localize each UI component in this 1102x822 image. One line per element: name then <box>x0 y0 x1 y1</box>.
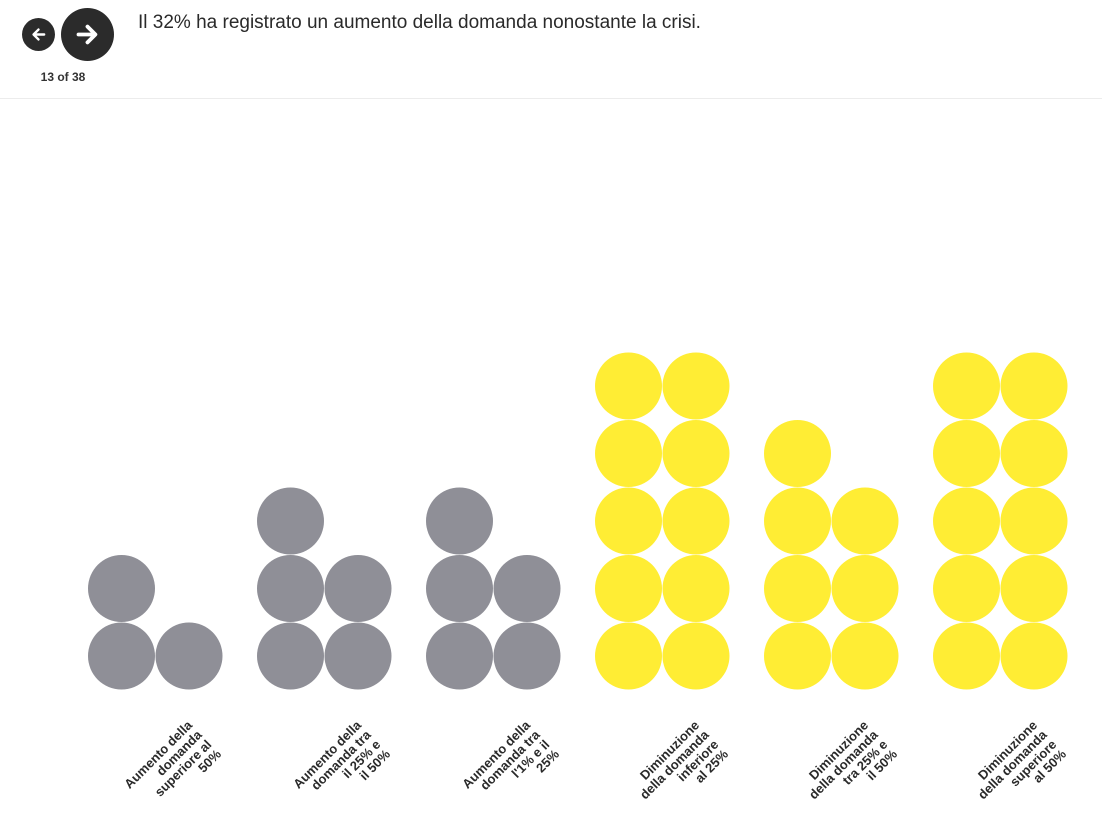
unit-dot <box>426 555 493 622</box>
column-group: Diminuzionedella domandainferioreal 25% <box>595 352 731 821</box>
category-label: Aumento delladomandasuperiore al50% <box>121 717 224 820</box>
unit-dot <box>662 555 730 622</box>
column-group: Diminuzionedella domandatra 25% eil 50% <box>764 420 900 821</box>
unit-dot <box>493 622 561 690</box>
unit-dot <box>933 487 1000 555</box>
unit-dot <box>1000 487 1068 555</box>
unit-dot <box>155 622 223 690</box>
unit-dot <box>257 555 324 622</box>
category-label: Diminuzionedella domandatra 25% eil 50% <box>796 717 900 821</box>
column-group: Aumento delladomanda trail 25% eil 50% <box>257 487 393 820</box>
slide-counter: 13 of 38 <box>40 70 86 84</box>
unit-dot <box>662 420 730 487</box>
unit-dot <box>933 420 1000 487</box>
unit-dot <box>1000 420 1068 487</box>
category-label: Aumento delladomanda tral'1% e il25% <box>459 717 562 820</box>
unit-dot <box>1000 352 1068 420</box>
unit-dot <box>426 487 493 555</box>
unit-dot <box>764 555 831 622</box>
unit-dot <box>831 622 899 690</box>
chart-canvas: Aumento delladomandasuperiore al50% Aumen… <box>88 352 1069 821</box>
column-group: Diminuzionedella domandasuperioreal 50% <box>933 352 1069 821</box>
unit-dot <box>493 555 561 622</box>
next-slide-button[interactable] <box>61 8 114 61</box>
unit-dot <box>831 555 899 622</box>
unit-dot <box>595 420 662 487</box>
unit-dot <box>257 622 324 690</box>
unit-dot <box>88 622 155 690</box>
unit-dot <box>595 622 662 690</box>
arrow-right-icon <box>76 24 98 45</box>
unit-dot <box>933 555 1000 622</box>
unit-dot <box>426 622 493 690</box>
unit-dot <box>595 352 662 420</box>
unit-dot-chart: Aumento delladomandasuperiore al50% Aumen… <box>0 100 1102 822</box>
unit-dot <box>662 622 730 690</box>
category-label: Diminuzionedella domandasuperioreal 50% <box>965 717 1069 821</box>
unit-dot <box>88 555 155 622</box>
unit-dot <box>1000 555 1068 622</box>
unit-dot <box>257 487 324 555</box>
unit-dot <box>662 352 730 420</box>
column-group: Aumento delladomandasuperiore al50% <box>88 555 224 820</box>
unit-dot <box>831 487 899 555</box>
unit-dot <box>324 555 392 622</box>
unit-dot <box>595 487 662 555</box>
unit-dot <box>662 487 730 555</box>
unit-dot <box>764 487 831 555</box>
unit-dot <box>933 352 1000 420</box>
previous-slide-button[interactable] <box>22 18 55 51</box>
unit-dot <box>595 555 662 622</box>
column-group: Aumento delladomanda tral'1% e il25% <box>426 487 562 820</box>
unit-dot <box>324 622 392 690</box>
arrow-left-icon <box>32 28 46 41</box>
category-label: Aumento delladomanda trail 25% eil 50% <box>290 717 393 820</box>
unit-dot <box>764 622 831 690</box>
unit-dot <box>764 420 831 487</box>
category-label: Diminuzionedella domandainferioreal 25% <box>627 717 731 821</box>
slide-headline: Il 32% ha registrato un aumento della do… <box>138 12 701 33</box>
unit-dot <box>933 622 1000 690</box>
unit-dot <box>1000 622 1068 690</box>
slide-header: 13 of 38 Il 32% ha registrato un aumento… <box>0 0 1102 99</box>
